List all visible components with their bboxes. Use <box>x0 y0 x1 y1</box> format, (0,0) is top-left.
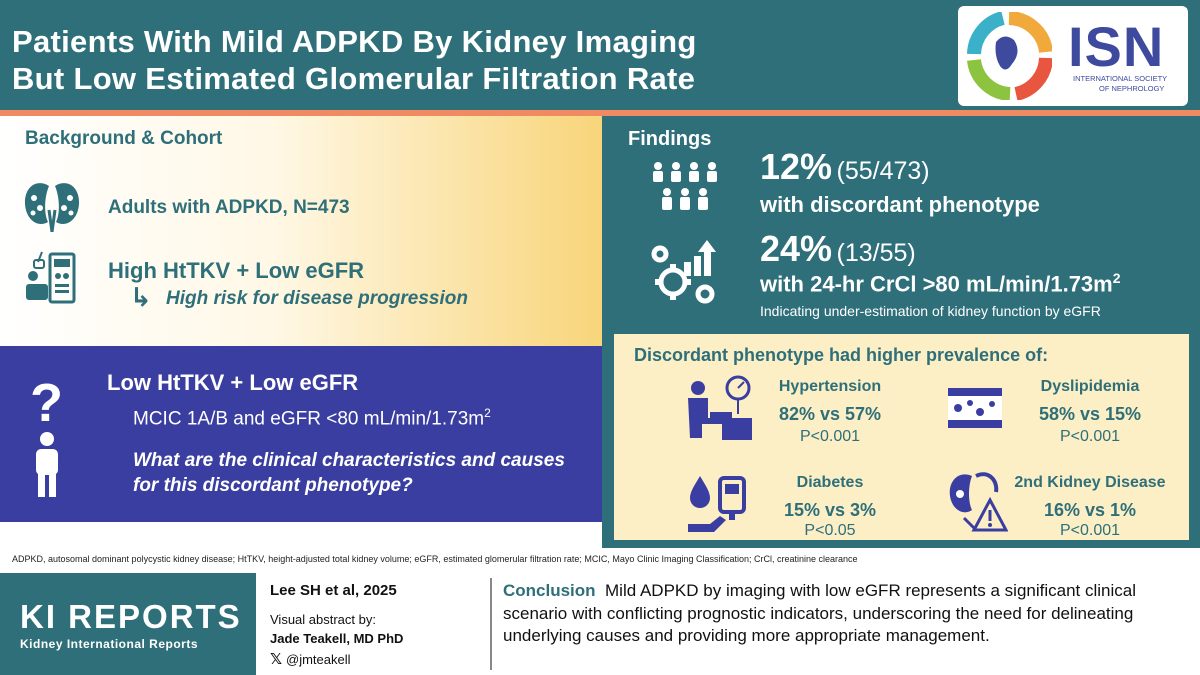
conclusion-body: Mild ADPKD by imaging with low eGFR repr… <box>503 581 1136 645</box>
hypertension-label: Hypertension <box>778 378 882 395</box>
isn-logo-icon <box>967 12 1052 100</box>
isn-logo-subtitle-2: OF NEPHROLOGY <box>1099 84 1165 93</box>
arrow-right-icon: ↳ <box>130 282 152 312</box>
findings-heading: Findings <box>628 128 712 150</box>
dyslipidemia-value: 58% vs 15% <box>1038 404 1142 424</box>
question-person-icon: ? <box>30 375 63 497</box>
dyslipidemia-label: Dyslipidemia <box>1040 378 1140 395</box>
finding-2-text: with 24-hr CrCl >80 mL/min/1.73m2 <box>760 270 1121 297</box>
conclusion-text: Conclusion Mild ADPKD by imaging with lo… <box>503 580 1193 648</box>
vertical-divider <box>490 578 492 670</box>
diabetes-pvalue: P<0.05 <box>804 522 856 539</box>
finding-2-percent: 24% (13/55) <box>760 228 916 269</box>
journal-banner <box>0 573 256 675</box>
diabetes-label: Diabetes <box>796 474 864 491</box>
abbreviations-footnote: ADPKD, autosomal dominant polycystic kid… <box>12 554 858 564</box>
finding-1-percent: 12% (55/473) <box>760 146 930 187</box>
background-panel <box>0 116 602 346</box>
risk-text: High risk for disease progression <box>166 288 468 309</box>
x-social-icon: 𝕏 <box>270 651 283 668</box>
background-heading: Background & Cohort <box>25 128 223 149</box>
author-name: Jade Teakell, MD PhD <box>270 631 404 646</box>
ki-reports-subtitle: Kidney International Reports <box>20 637 199 651</box>
svg-text:?: ? <box>30 375 63 433</box>
discordant-panel <box>0 346 602 522</box>
second-kidney-disease-value: 16% vs 1% <box>1043 500 1137 520</box>
isn-logo-box <box>958 6 1188 106</box>
research-question: What are the clinical characteristics an… <box>133 450 565 496</box>
page-title-line1: Patients With Mild ADPKD By Kidney Imagi… <box>12 24 697 59</box>
prevalence-heading: Discordant phenotype had higher prevalen… <box>634 345 1049 365</box>
cohort-text: Adults with ADPKD, N=473 <box>108 197 350 218</box>
ki-reports-logo: KI REPORTS <box>20 598 242 635</box>
mcic-criteria: MCIC 1A/B and eGFR <80 mL/min/1.73m2 <box>133 406 491 430</box>
gears-growth-icon <box>651 240 716 304</box>
kidneys-icon <box>24 183 80 232</box>
glucose-meter-icon <box>688 476 746 532</box>
isn-logo-subtitle-1: INTERNATIONAL SOCIETY <box>1073 74 1168 83</box>
blood-vessel-icon <box>948 388 1002 428</box>
hypertension-value: 82% vs 57% <box>778 404 882 424</box>
second-kidney-disease-label: 2nd Kidney Disease <box>1014 474 1166 491</box>
group-people-icon <box>653 162 717 210</box>
dialysis-icon <box>26 251 76 304</box>
prevalence-panel <box>614 334 1189 540</box>
diabetes-value: 15% vs 3% <box>783 500 877 520</box>
citation: Lee SH et al, 2025 <box>270 582 397 599</box>
second-kidney-disease-pvalue: P<0.001 <box>1059 522 1121 539</box>
visual-abstract-label: Visual abstract by: <box>270 612 376 627</box>
high-risk-heading: High HtTKV + Low eGFR <box>108 258 365 283</box>
low-phenotype-title: Low HtTKV + Low eGFR <box>107 370 359 395</box>
accent-divider <box>0 110 1200 116</box>
social-handle[interactable]: @jmteakell <box>286 652 351 667</box>
dyslipidemia-pvalue: P<0.001 <box>1059 428 1121 445</box>
blood-pressure-icon <box>688 375 752 440</box>
isn-logo-text: ISN <box>1068 15 1165 78</box>
conclusion-label: Conclusion <box>503 581 596 600</box>
finding-2-note: Indicating under-estimation of kidney fu… <box>760 303 1101 319</box>
finding-1-text: with discordant phenotype <box>760 192 1040 217</box>
kidney-warning-icon <box>949 472 1008 532</box>
hypertension-pvalue: P<0.001 <box>799 428 861 445</box>
page-title-line2: But Low Estimated Glomerular Filtration … <box>12 61 696 96</box>
